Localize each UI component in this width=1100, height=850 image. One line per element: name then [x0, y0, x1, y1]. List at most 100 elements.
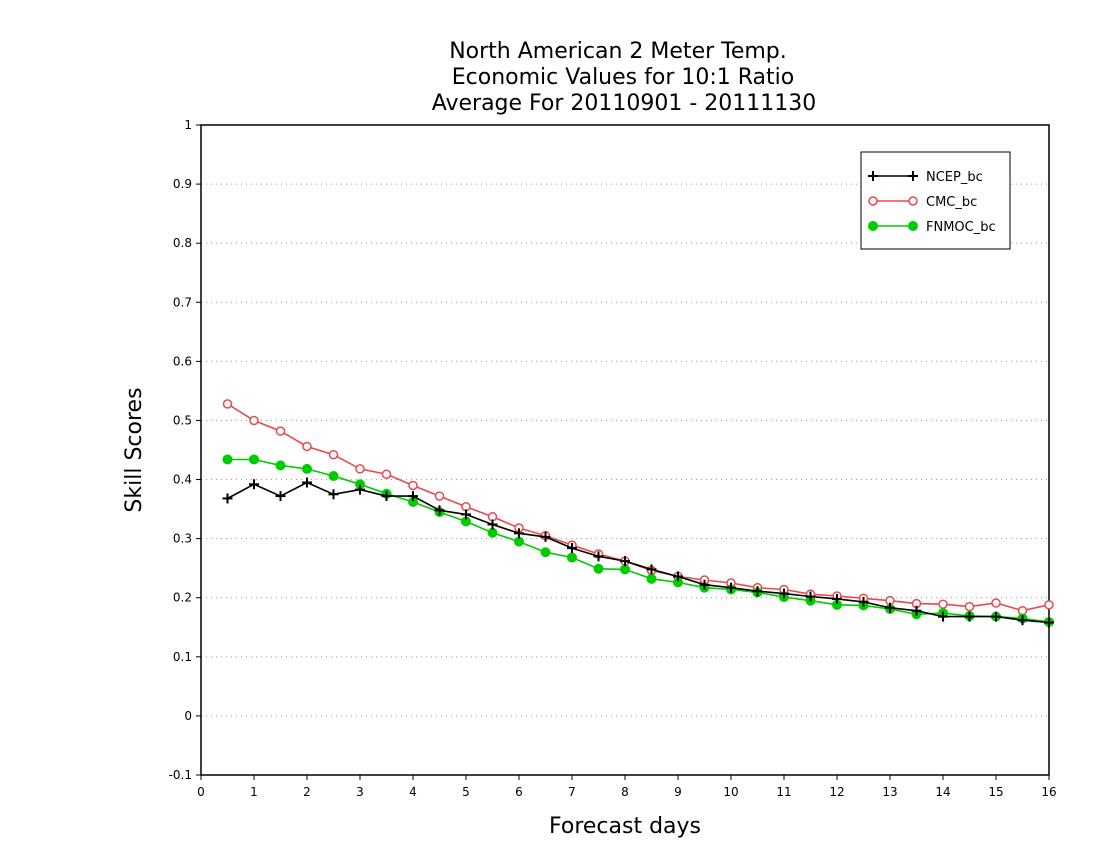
legend-marker: [868, 221, 878, 231]
data-point-ncep-bc: [1044, 617, 1054, 628]
data-point-ncep-bc: [858, 596, 869, 607]
chart-title-line-1: North American 2 Meter Temp.: [449, 39, 787, 64]
x-tick-label: 3: [356, 785, 364, 799]
y-tick-label: 0.8: [173, 236, 192, 250]
chart-title: North American 2 Meter Temp. Economic Va…: [432, 39, 817, 116]
x-axis-tick-labels: 0 1 2 3 4 5 6 7 8 9 10 11 12 13 14 15 16: [197, 785, 1056, 799]
y-tick-label: 0.3: [173, 532, 192, 546]
x-tick-label: 16: [1041, 785, 1056, 799]
data-point-ncep-bc: [540, 531, 551, 542]
legend-marker: [868, 196, 878, 206]
data-point-cmc-bc: [991, 598, 1001, 608]
x-tick-label: 9: [674, 785, 682, 799]
x-tick-label: 8: [621, 785, 629, 799]
data-point-ncep-bc: [726, 582, 736, 593]
x-tick-label: 14: [935, 785, 950, 799]
data-point-cmc-bc: [302, 441, 312, 452]
y-tick-label: 0.7: [173, 295, 192, 309]
data-point-fnmoc-bc: [222, 454, 233, 465]
data-point-fnmoc-bc: [487, 527, 498, 538]
data-point-ncep-bc: [779, 588, 789, 599]
data-point-fnmoc-bc: [540, 547, 551, 558]
chart-title-line-2: Economic Values for 10:1 Ratio: [452, 65, 794, 90]
data-point-ncep-bc: [328, 489, 339, 500]
x-tick-label: 5: [462, 785, 470, 799]
x-tick-label: 15: [988, 785, 1003, 799]
data-point-ncep-bc: [911, 605, 922, 616]
data-point-ncep-bc: [381, 491, 392, 502]
legend-marker: [908, 221, 918, 231]
data-point-ncep-bc: [302, 477, 312, 488]
data-point-cmc-bc: [1044, 600, 1054, 610]
y-tick-label: 0.6: [173, 354, 192, 368]
x-tick-label: 0: [197, 785, 205, 799]
series-line-fnmoc-bc: [227, 458, 1050, 623]
legend-label: CMC_bc: [926, 195, 977, 210]
x-tick-label: 10: [723, 785, 738, 799]
data-point-ncep-bc: [487, 519, 498, 530]
y-tick-label: 0.5: [173, 413, 192, 427]
y-axis-title: Skill Scores: [122, 387, 147, 512]
data-point-ncep-bc: [964, 611, 975, 622]
data-point-ncep-bc: [275, 491, 286, 502]
data-point-cmc-bc: [434, 491, 445, 501]
data-point-ncep-bc: [222, 493, 233, 504]
data-point-cmc-bc: [328, 449, 339, 460]
data-point-ncep-bc: [832, 593, 842, 604]
data-point-ncep-bc: [752, 586, 763, 597]
series-layer: [222, 399, 1054, 628]
gridlines: [201, 183, 1049, 717]
series-ncep-bc: [222, 477, 1054, 628]
data-point-ncep-bc: [593, 551, 604, 562]
data-point-fnmoc-bc: [567, 552, 577, 563]
data-point-ncep-bc: [434, 505, 445, 516]
series-fnmoc-bc: [222, 454, 1054, 627]
series-line-cmc-bc: [227, 403, 1050, 612]
y-tick-label: 0.2: [173, 591, 192, 605]
y-tick-label: -0.1: [169, 768, 192, 782]
legend-entries: NCEP_bc CMC_bc FNMOC_bc: [868, 170, 996, 235]
data-point-cmc-bc: [275, 426, 286, 436]
x-tick-label: 7: [568, 785, 576, 799]
data-point-cmc-bc: [249, 415, 259, 426]
chart-title-line-3: Average For 20110901 - 20111130: [432, 91, 817, 116]
data-point-ncep-bc: [567, 543, 577, 554]
x-axis-title: Forecast days: [549, 814, 701, 839]
data-point-fnmoc-bc: [646, 573, 657, 584]
data-point-cmc-bc: [381, 469, 392, 479]
data-point-ncep-bc: [885, 602, 895, 613]
legend-item-fnmoc-bc: FNMOC_bc: [868, 220, 996, 235]
data-point-ncep-bc: [249, 479, 259, 490]
series-line-ncep-bc: [227, 481, 1050, 624]
data-point-cmc-bc: [355, 464, 365, 474]
data-point-fnmoc-bc: [620, 564, 630, 575]
legend-label: FNMOC_bc: [926, 220, 996, 235]
y-tick-label: 0.9: [173, 177, 192, 191]
data-point-ncep-bc: [355, 484, 365, 495]
axis-ticks: [196, 124, 1050, 780]
legend-marker: [868, 171, 878, 181]
y-tick-label: 1: [184, 118, 192, 132]
x-tick-label: 2: [303, 785, 311, 799]
series-cmc-bc: [222, 399, 1054, 616]
legend-box: [860, 151, 1011, 250]
x-tick-label: 11: [776, 785, 791, 799]
data-point-ncep-bc: [620, 556, 630, 567]
data-point-cmc-bc: [964, 601, 975, 612]
data-point-ncep-bc: [461, 509, 471, 520]
data-point-ncep-bc: [514, 528, 524, 539]
legend-item-cmc-bc: CMC_bc: [868, 195, 977, 210]
data-point-ncep-bc: [699, 579, 710, 590]
y-tick-label: 0: [184, 709, 192, 723]
data-point-fnmoc-bc: [593, 563, 604, 574]
x-tick-label: 12: [829, 785, 844, 799]
data-point-ncep-bc: [1017, 615, 1028, 626]
data-point-fnmoc-bc: [302, 463, 312, 474]
data-point-fnmoc-bc: [249, 454, 259, 465]
data-point-ncep-bc: [805, 591, 816, 602]
data-point-ncep-bc: [408, 491, 418, 502]
x-tick-label: 4: [409, 785, 417, 799]
legend-item-ncep-bc: NCEP_bc: [868, 170, 983, 185]
data-point-ncep-bc: [991, 611, 1001, 622]
legend: NCEP_bc CMC_bc FNMOC_bc: [860, 151, 1011, 250]
